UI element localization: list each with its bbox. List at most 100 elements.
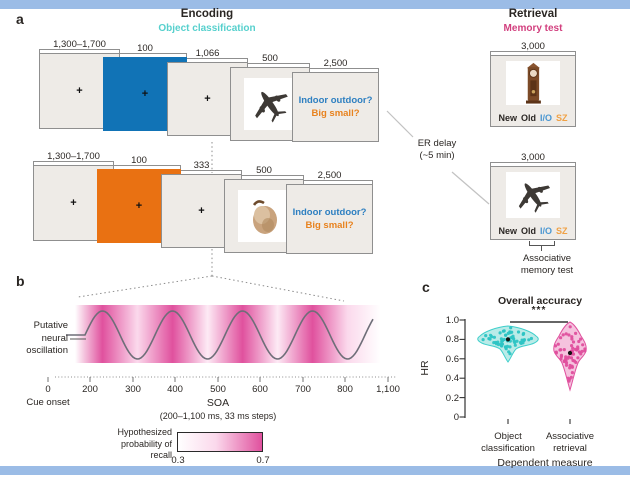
violin-mean-dots — [505, 337, 573, 356]
retrieval-old-item-screen: New Old I/O SZ — [490, 55, 576, 127]
gourd-icon — [252, 200, 277, 234]
osc-label-line3: oscillation — [26, 345, 68, 356]
soa-tick-200: 200 — [82, 384, 98, 395]
cbar-line1: Hypothesized — [117, 427, 172, 437]
soa-tick-800: 800 — [337, 384, 353, 395]
accuracy-title: Overall accuracy — [497, 295, 583, 307]
associative-memory-test-label: Associative memory test — [507, 253, 587, 277]
top-border-bar — [0, 0, 630, 9]
osc-label-line1: Putative — [33, 320, 68, 331]
row2-duration-fixation: 1,300–1,700 — [47, 151, 100, 162]
significance-stars: *** — [531, 305, 547, 316]
question-indoor-outdoor: Indoor outdoor? — [292, 207, 367, 218]
encoding-subtitle: Object classification — [158, 23, 256, 34]
gourd-stimulus-image — [238, 190, 290, 242]
fixation-cross: + — [76, 85, 83, 97]
panel-b-label: b — [16, 273, 25, 289]
fixation-cross: + — [141, 88, 149, 100]
fixation-cross: + — [135, 200, 143, 212]
measure-x-axis-ticks — [507, 419, 571, 424]
recall-probability-gradient-band — [75, 305, 390, 363]
scatter-object-classification — [481, 326, 534, 356]
fixation-cross: + — [204, 93, 211, 105]
hr-axis-label: HR — [419, 360, 431, 376]
soa-tick-500: 500 — [210, 384, 226, 395]
panel-a-label: a — [16, 11, 24, 27]
assoc-line2: memory test — [520, 265, 574, 276]
soa-axis-note: (200–1,100 ms, 33 ms steps) — [159, 411, 277, 421]
row1-duration-question: 2,500 — [323, 58, 348, 69]
cat2-line1: Associative — [545, 431, 595, 442]
soa-axis-label: SOA — [206, 397, 230, 409]
soa-tick-400: 400 — [167, 384, 183, 395]
hr-tick-0.4: 0.4 — [445, 373, 459, 384]
colorbar-min: 0.3 — [171, 455, 185, 466]
response-new: New — [498, 113, 517, 123]
retrieval-duration-bottom: 3,000 — [521, 152, 545, 163]
er-delay-line1: ER delay — [417, 138, 457, 149]
assoc-line1: Associative — [522, 253, 572, 264]
soa-tick-300: 300 — [125, 384, 141, 395]
soa-tick-600: 600 — [252, 384, 268, 395]
question-big-small: Big small? — [311, 108, 360, 119]
retrieval-bracket-top — [490, 51, 576, 55]
clock-stimulus-image — [506, 61, 560, 105]
violin-associative-retrieval — [553, 321, 587, 392]
question-big-small: Big small? — [305, 220, 354, 231]
row2-question-screen: Indoor outdoor? Big small? — [286, 184, 373, 254]
violin-object-classification — [477, 325, 539, 363]
osc-label-line2: neural — [41, 332, 68, 344]
soa-axis-ticks — [47, 377, 389, 382]
cbar-line2: probability of — [120, 438, 172, 449]
question-indoor-outdoor: Indoor outdoor? — [298, 95, 373, 106]
recall-probability-colorbar — [177, 432, 263, 452]
colorbar-label: Hypothesized probability of recall — [90, 427, 172, 462]
soa-tick-1100: 1,100 — [376, 384, 400, 395]
response-options: New Old I/O SZ — [498, 113, 567, 123]
scatter-associative-retrieval — [553, 325, 587, 383]
hr-tick-0.8: 0.8 — [445, 334, 459, 345]
cue-onset-label: Cue onset — [26, 397, 70, 408]
soa-tick-0: 0 — [45, 384, 51, 395]
hr-tick-1.0: 1.0 — [445, 314, 459, 326]
row2-bracket-1 — [33, 161, 114, 165]
row2-duration-cue: 100 — [131, 155, 147, 166]
fixation-cross: + — [70, 197, 77, 209]
cat1-line2: classification — [481, 443, 535, 454]
putative-oscillation-label: Putative neural oscillation — [8, 320, 68, 358]
colorbar-max: 0.7 — [256, 455, 270, 466]
row1-bracket-1 — [39, 49, 120, 53]
encoding-title: Encoding — [180, 8, 234, 20]
airplane-stimulus-image — [244, 78, 296, 130]
er-delay-label: ER delay (~5 min) — [399, 138, 475, 162]
hr-y-axis-ticks — [459, 319, 465, 418]
response-sz: SZ — [556, 113, 568, 123]
response-io: I/O — [539, 113, 552, 123]
row1-question-screen: Indoor outdoor? Big small? — [292, 72, 379, 142]
response-old: Old — [520, 113, 536, 123]
category-object-classification: Object classification — [468, 431, 548, 455]
associative-bracket-stem — [541, 246, 542, 251]
cbar-line3: recall — [150, 450, 172, 460]
cat2-line2: retrieval — [553, 443, 587, 454]
row1-duration-object: 500 — [262, 53, 278, 64]
retrieval-associative-screen: New Old I/O SZ — [490, 166, 576, 240]
row2-duration-soa: 333 — [193, 160, 210, 171]
response-new: New — [498, 226, 517, 236]
grandfather-clock-icon — [526, 62, 541, 104]
response-old: Old — [520, 226, 536, 236]
row2-duration-object: 500 — [256, 165, 272, 176]
retrieval-duration-top: 3,000 — [521, 41, 545, 52]
fixation-cross: + — [198, 205, 205, 217]
hr-tick-0.2: 0.2 — [445, 392, 459, 404]
row1-duration-cue: 100 — [137, 43, 153, 54]
hr-tick-0.6: 0.6 — [445, 353, 459, 365]
retrieval-bracket-bottom — [490, 162, 576, 166]
airplane-stimulus-image — [506, 172, 560, 218]
response-sz: SZ — [556, 226, 568, 236]
bottom-border-bar — [0, 466, 630, 475]
row1-duration-fixation: 1,300–1,700 — [53, 39, 106, 50]
retrieval-subtitle: Memory test — [503, 23, 563, 34]
hr-tick-0: 0 — [453, 412, 459, 423]
